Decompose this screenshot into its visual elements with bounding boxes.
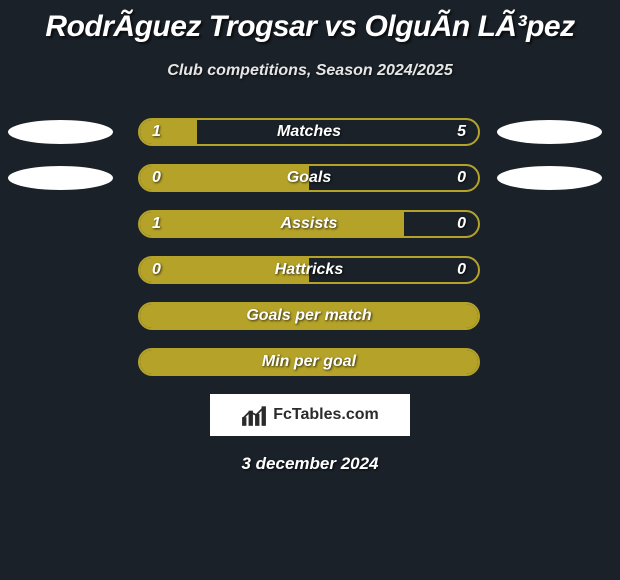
player-left-avatar: [8, 120, 113, 144]
stat-value-left: 1: [152, 212, 161, 236]
brand-text: FcTables.com: [273, 406, 379, 424]
page-subtitle: Club competitions, Season 2024/2025: [0, 62, 620, 80]
stat-row: Assists1 0: [0, 210, 620, 238]
stat-row: Hattricks0 0: [0, 256, 620, 284]
stat-row: Goals per match: [0, 302, 620, 330]
player-right-avatar: [497, 120, 602, 144]
comparison-bars: Matches15Goals00Assists10Hattricks00Goal…: [0, 118, 620, 376]
stat-value-right: 0: [457, 166, 466, 190]
stat-row: Goals0 0: [0, 164, 620, 192]
stat-bar-track: Hattricks0 0: [138, 256, 480, 284]
stat-bar-track: Goals0 0: [138, 164, 480, 192]
stat-label: Goals: [140, 166, 478, 190]
date-text: 3 december 2024: [0, 454, 620, 474]
stat-row: Min per goal: [0, 348, 620, 376]
player-left-avatar: [8, 166, 113, 190]
stat-value-right: 5: [457, 120, 466, 144]
stat-bar-track: Min per goal: [138, 348, 480, 376]
stat-label: Goals per match: [140, 304, 478, 328]
page-title: RodrÃ­guez Trogsar vs OlguÃ­n LÃ³pez: [0, 0, 620, 44]
player-right-avatar: [497, 166, 602, 190]
stat-value-right: 0: [457, 212, 466, 236]
stat-bar-track: Goals per match: [138, 302, 480, 330]
stat-value-left: 1: [152, 120, 161, 144]
stat-row: Matches1 5: [0, 118, 620, 146]
stat-label: Matches: [140, 120, 478, 144]
stat-bar-track: Matches1 5: [138, 118, 480, 146]
stat-value-left: 0: [152, 258, 161, 282]
stat-value-right: 0: [457, 258, 466, 282]
stat-label: Assists: [140, 212, 478, 236]
stat-label: Hattricks: [140, 258, 478, 282]
stat-label: Min per goal: [140, 350, 478, 374]
stat-bar-track: Assists1 0: [138, 210, 480, 238]
brand-badge: FcTables.com: [210, 394, 410, 436]
chart-icon: [241, 404, 267, 426]
stat-value-left: 0: [152, 166, 161, 190]
